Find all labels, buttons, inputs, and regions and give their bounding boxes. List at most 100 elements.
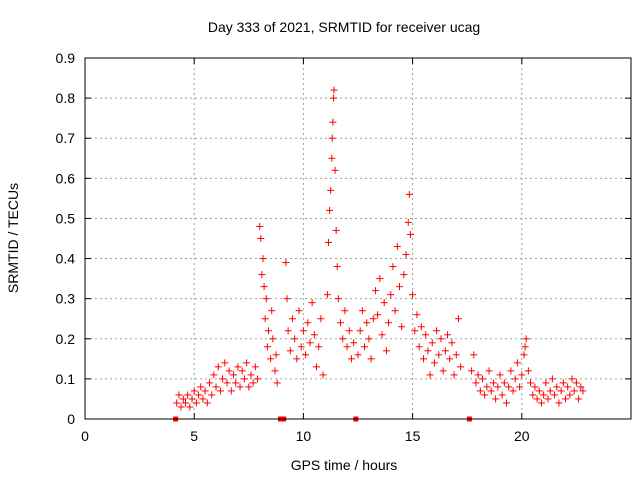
data-point	[564, 383, 572, 391]
data-point	[553, 383, 561, 391]
data-point	[454, 315, 462, 323]
y-tick-label: 0.6	[56, 170, 76, 186]
data-point	[258, 271, 266, 279]
x-tick-label: 0	[81, 428, 89, 444]
data-point	[205, 379, 213, 387]
y-tick-label: 0.3	[56, 291, 76, 307]
data-point	[308, 299, 316, 307]
data-point	[575, 395, 583, 403]
data-point	[238, 367, 246, 375]
data-point	[243, 359, 251, 367]
y-tick-label: 0.8	[56, 90, 76, 106]
data-point	[531, 383, 539, 391]
data-point	[570, 387, 578, 395]
data-point	[478, 375, 486, 383]
data-point	[483, 383, 491, 391]
data-point	[358, 307, 366, 315]
data-point	[221, 359, 229, 367]
data-point	[327, 186, 335, 194]
data-point	[439, 367, 447, 375]
x-tick-label: 5	[190, 428, 198, 444]
data-point	[310, 331, 318, 339]
data-point	[356, 327, 364, 335]
data-point	[186, 403, 194, 411]
data-point	[195, 391, 203, 399]
data-point	[208, 391, 216, 399]
data-point	[232, 379, 240, 387]
data-point	[188, 395, 196, 403]
data-point	[398, 323, 406, 331]
data-point	[481, 391, 489, 399]
y-axis-label: SRMTID / TECUs	[5, 183, 21, 293]
data-point	[409, 291, 417, 299]
y-tick-label: 0.1	[56, 371, 76, 387]
data-point	[572, 379, 580, 387]
data-point	[317, 315, 325, 323]
data-point	[555, 399, 563, 407]
data-point	[249, 379, 257, 387]
data-point	[544, 395, 552, 403]
data-point	[524, 367, 532, 375]
data-point	[402, 251, 410, 259]
data-point	[487, 387, 495, 395]
data-point	[334, 295, 342, 303]
data-point	[293, 355, 301, 363]
data-point	[190, 387, 198, 395]
data-point	[365, 335, 373, 343]
data-point	[267, 355, 275, 363]
data-point	[212, 383, 220, 391]
data-point	[345, 327, 353, 335]
data-point	[420, 355, 428, 363]
data-point	[331, 166, 339, 174]
data-point	[269, 335, 277, 343]
data-point	[371, 287, 379, 295]
data-point	[328, 154, 336, 162]
data-point	[411, 327, 419, 335]
data-point	[387, 291, 395, 299]
data-point	[363, 319, 371, 327]
data-point	[288, 315, 296, 323]
data-point	[339, 335, 347, 343]
data-point	[376, 275, 384, 283]
data-point	[236, 383, 244, 391]
data-point	[557, 387, 565, 395]
data-point	[273, 379, 281, 387]
data-point	[476, 387, 484, 395]
data-point	[551, 391, 559, 399]
data-point	[214, 363, 222, 371]
data-point	[400, 271, 408, 279]
data-point	[579, 387, 587, 395]
data-point	[406, 230, 414, 238]
data-point	[315, 343, 323, 351]
data-point	[509, 387, 517, 395]
data-point	[537, 399, 545, 407]
data-point	[184, 391, 192, 399]
x-axis-label: GPS time / hours	[291, 457, 398, 473]
data-point	[257, 235, 265, 242]
data-point	[264, 327, 272, 335]
y-tick-layer: 0 0.1 0.2 0.3 0.4 0.5 0.6 0.7 0.8 0.9	[56, 50, 631, 427]
data-point	[385, 319, 393, 327]
data-point	[181, 399, 189, 407]
data-point	[522, 335, 530, 343]
data-point	[291, 335, 299, 343]
data-point	[354, 351, 362, 359]
data-point	[262, 295, 270, 303]
data-point	[197, 383, 205, 391]
data-point	[343, 343, 351, 351]
data-point	[295, 307, 303, 315]
data-point	[566, 391, 574, 399]
data-point	[561, 395, 569, 403]
data-point	[245, 383, 253, 391]
data-point	[405, 190, 413, 198]
data-point	[527, 379, 535, 387]
data-point	[304, 319, 312, 327]
data-point	[382, 347, 390, 355]
x-tick-layer: 0 5 10 15 20	[81, 58, 530, 444]
data-point	[234, 363, 242, 371]
data-point	[328, 134, 336, 142]
data-point	[306, 339, 314, 347]
data-point	[474, 371, 482, 379]
data-point	[435, 351, 443, 359]
